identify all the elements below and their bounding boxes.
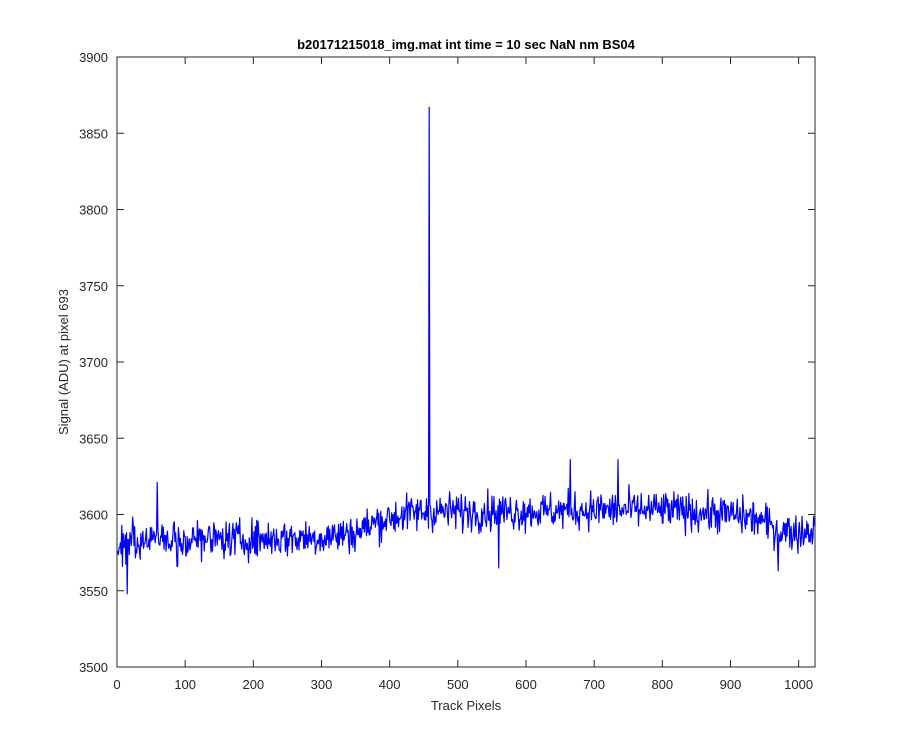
y-tick-label: 3900 xyxy=(79,50,108,65)
x-tick-label: 500 xyxy=(447,677,469,692)
y-axis-label: Signal (ADU) at pixel 693 xyxy=(56,289,71,435)
x-tick-label: 800 xyxy=(651,677,673,692)
y-tick-label: 3500 xyxy=(79,660,108,675)
x-axis-label: Track Pixels xyxy=(431,698,502,713)
x-tick-label: 100 xyxy=(174,677,196,692)
x-tick-label: 1000 xyxy=(784,677,813,692)
axes-box xyxy=(116,56,816,668)
x-tick-label: 400 xyxy=(379,677,401,692)
signal-series-line xyxy=(117,106,816,595)
axis-ticks xyxy=(116,56,815,668)
y-tick-label: 3850 xyxy=(79,126,108,141)
chart-title: b20171215018_img.mat int time = 10 sec N… xyxy=(297,37,636,52)
x-tick-label: 700 xyxy=(583,677,605,692)
axis-tick-labels: 0 100 200 300 400 500 600 700 800 900 1000 3500 3550… xyxy=(79,50,813,692)
y-tick-label: 3650 xyxy=(79,431,108,446)
y-tick-label: 3700 xyxy=(79,355,108,370)
y-tick-label: 3550 xyxy=(79,584,108,599)
x-tick-label: 200 xyxy=(242,677,264,692)
x-tick-label: 600 xyxy=(515,677,537,692)
y-tick-label: 3750 xyxy=(79,279,108,294)
y-tick-label: 3800 xyxy=(79,203,108,218)
x-tick-label: 0 xyxy=(113,677,120,692)
y-tick-label: 3600 xyxy=(79,508,108,523)
x-tick-label: 300 xyxy=(311,677,333,692)
x-tick-label: 900 xyxy=(720,677,742,692)
